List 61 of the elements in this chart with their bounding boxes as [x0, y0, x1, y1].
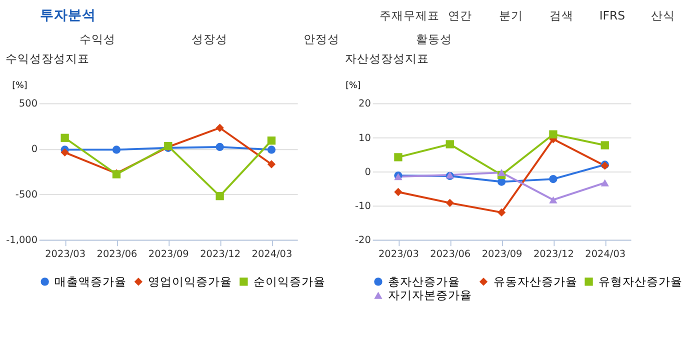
legend-label: 총자산증가율: [388, 274, 460, 289]
y-tick-label: 0: [364, 166, 371, 178]
legend-label: 영업이익증가율: [148, 274, 232, 289]
text: 수익성: [79, 32, 116, 46]
point: [216, 192, 224, 200]
point: [394, 188, 402, 196]
x-tick-label: 2024/03: [252, 248, 292, 260]
x-tick-label: 2023/12: [200, 248, 241, 260]
x-tick-label: 2023/09: [148, 248, 189, 260]
point: [267, 160, 276, 168]
point: [216, 124, 224, 132]
text: 안정성: [304, 32, 340, 46]
x-tick-label: 2024/03: [585, 248, 626, 260]
chart-title: 자산성장성지표: [345, 51, 430, 66]
x-tick-label: 2023/06: [430, 248, 471, 260]
point: [60, 148, 69, 157]
text: 투자분석: [40, 7, 96, 24]
text: 활동성: [416, 32, 452, 46]
legend-label: 유동자산증가율: [493, 274, 578, 289]
text: 성장성: [192, 32, 228, 46]
point: [267, 136, 276, 145]
legend-label: 자기자본증가율: [388, 288, 472, 302]
point: [446, 140, 454, 148]
text: 연간: [448, 8, 472, 22]
point: [267, 146, 276, 154]
point: [60, 134, 69, 142]
text: 주재무제표: [379, 8, 440, 22]
x-tick-label: 2023/03: [45, 248, 86, 260]
point: [549, 130, 558, 138]
text: 분기: [498, 8, 523, 22]
point: [394, 153, 402, 162]
y-tick-label: -20: [355, 235, 371, 246]
text: IFRS: [599, 8, 626, 22]
y-tick-label: 500: [18, 98, 38, 110]
point: [497, 169, 506, 176]
y-tick-label: 0: [31, 144, 38, 156]
legend-label: 유형자산증가율: [598, 274, 683, 289]
chart-title: 수익성장성지표: [6, 51, 90, 66]
point: [497, 208, 506, 217]
text: 검색: [550, 8, 574, 22]
point: [549, 174, 558, 184]
point: [600, 141, 609, 150]
x-tick-label: 2023/06: [96, 248, 138, 260]
legend-label: 순이익증가율: [253, 274, 326, 289]
y-axis-title: [%]: [346, 81, 361, 92]
x-tick-label: 2023/09: [482, 248, 522, 260]
y-tick-label: -500: [15, 190, 38, 201]
x-tick-label: 2023/03: [378, 248, 419, 260]
point: [112, 146, 121, 154]
y-axis-title: [%]: [12, 81, 28, 92]
y-tick-label: 20: [358, 98, 371, 110]
y-tick-label: -1,000: [6, 235, 38, 246]
y-tick-label: -10: [355, 201, 371, 212]
point: [446, 198, 454, 207]
point: [600, 179, 609, 186]
point: [216, 142, 224, 152]
point: [549, 196, 558, 204]
text: 산식: [650, 8, 675, 22]
legend-label: 매출액증가율: [54, 274, 127, 289]
x-tick-label: 2023/12: [533, 248, 574, 260]
y-tick-label: 10: [358, 132, 371, 144]
